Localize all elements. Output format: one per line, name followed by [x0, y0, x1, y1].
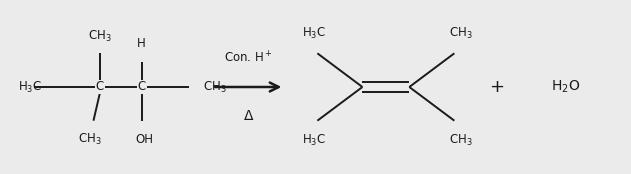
Text: CH$_3$: CH$_3$ [203, 80, 227, 94]
Text: $\Delta$: $\Delta$ [242, 109, 254, 123]
Text: C: C [96, 81, 104, 93]
Text: C: C [138, 81, 146, 93]
Text: H: H [138, 37, 146, 50]
Text: H$_3$C: H$_3$C [302, 133, 326, 148]
Text: Con. H$^+$: Con. H$^+$ [224, 51, 273, 66]
Text: CH$_3$: CH$_3$ [88, 29, 112, 44]
Text: H$_3$C: H$_3$C [18, 80, 42, 94]
Text: +: + [490, 78, 504, 96]
Text: CH$_3$: CH$_3$ [449, 26, 473, 41]
Text: CH$_3$: CH$_3$ [78, 132, 102, 147]
Text: OH: OH [136, 133, 154, 146]
Text: H$_3$C: H$_3$C [302, 26, 326, 41]
Text: H$_2$O: H$_2$O [551, 79, 581, 95]
Text: CH$_3$: CH$_3$ [449, 133, 473, 148]
